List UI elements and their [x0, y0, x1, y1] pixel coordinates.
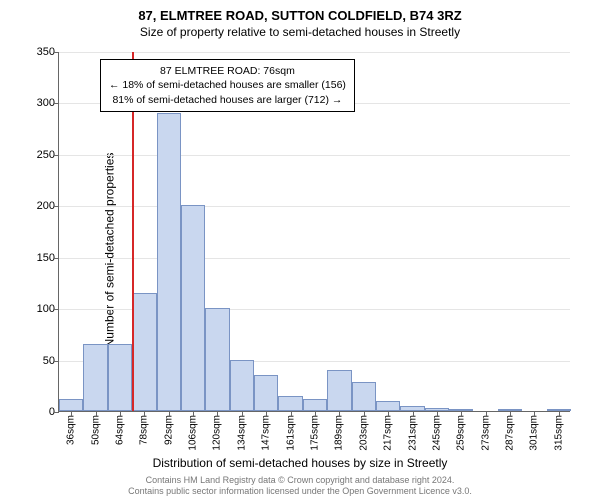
- histogram-bar: [303, 399, 327, 411]
- x-tick-label: 92sqm: [163, 415, 174, 445]
- x-tick-label: 259sqm: [456, 415, 467, 451]
- x-tick-label: 231sqm: [407, 415, 418, 451]
- x-tick-mark: [291, 411, 292, 416]
- x-tick-mark: [169, 411, 170, 416]
- page-title: 87, ELMTREE ROAD, SUTTON COLDFIELD, B74 …: [0, 8, 600, 23]
- x-tick-label: 203sqm: [358, 415, 369, 451]
- histogram-bar: [278, 396, 302, 411]
- x-tick-mark: [242, 411, 243, 416]
- gridline: [59, 155, 570, 156]
- histogram-bar: [230, 360, 254, 411]
- footer: Contains HM Land Registry data © Crown c…: [0, 475, 600, 498]
- x-tick-mark: [437, 411, 438, 416]
- x-tick-mark: [71, 411, 72, 416]
- x-tick-mark: [217, 411, 218, 416]
- x-tick-mark: [315, 411, 316, 416]
- y-tick-mark: [54, 52, 59, 53]
- info-box-line-3: 81% of semi-detached houses are larger (…: [109, 93, 346, 107]
- x-tick-label: 50sqm: [90, 415, 101, 445]
- histogram-bar: [327, 370, 351, 411]
- x-tick-mark: [96, 411, 97, 416]
- histogram-bar: [352, 382, 376, 411]
- x-tick-label: 301sqm: [529, 415, 540, 451]
- plot-region: 05010015020025030035036sqm50sqm64sqm78sq…: [58, 52, 570, 412]
- x-tick-label: 287sqm: [505, 415, 516, 451]
- x-tick-label: 245sqm: [431, 415, 442, 451]
- histogram-bar: [205, 308, 229, 411]
- histogram-bar: [181, 205, 205, 411]
- info-box-line-1: 87 ELMTREE ROAD: 76sqm: [109, 64, 346, 78]
- x-tick-mark: [144, 411, 145, 416]
- histogram-bar: [157, 113, 181, 411]
- x-tick-mark: [486, 411, 487, 416]
- histogram-bar: [108, 344, 132, 411]
- x-tick-label: 134sqm: [236, 415, 247, 451]
- x-tick-label: 106sqm: [188, 415, 199, 451]
- footer-line-2: Contains public sector information licen…: [0, 486, 600, 498]
- x-tick-label: 78sqm: [139, 415, 150, 445]
- x-tick-label: 36sqm: [66, 415, 77, 445]
- y-tick-mark: [54, 412, 59, 413]
- y-tick-mark: [54, 155, 59, 156]
- x-tick-mark: [193, 411, 194, 416]
- x-tick-label: 64sqm: [114, 415, 125, 445]
- y-tick-mark: [54, 103, 59, 104]
- x-tick-mark: [120, 411, 121, 416]
- histogram-bar: [59, 399, 83, 411]
- gridline: [59, 52, 570, 53]
- x-tick-label: 147sqm: [261, 415, 272, 451]
- x-tick-label: 315sqm: [553, 415, 564, 451]
- x-tick-mark: [339, 411, 340, 416]
- gridline: [59, 258, 570, 259]
- x-tick-mark: [534, 411, 535, 416]
- x-tick-mark: [510, 411, 511, 416]
- y-tick-mark: [54, 206, 59, 207]
- y-tick-mark: [54, 309, 59, 310]
- footer-line-1: Contains HM Land Registry data © Crown c…: [0, 475, 600, 487]
- histogram-bar: [254, 375, 278, 411]
- x-tick-label: 161sqm: [285, 415, 296, 451]
- x-tick-label: 175sqm: [310, 415, 321, 451]
- x-tick-mark: [461, 411, 462, 416]
- x-axis-label: Distribution of semi-detached houses by …: [0, 456, 600, 470]
- gridline: [59, 206, 570, 207]
- x-tick-mark: [413, 411, 414, 416]
- histogram-bar: [83, 344, 107, 411]
- x-tick-label: 273sqm: [480, 415, 491, 451]
- x-tick-label: 189sqm: [334, 415, 345, 451]
- y-tick-mark: [54, 361, 59, 362]
- x-tick-mark: [559, 411, 560, 416]
- info-box-line-2: ← 18% of semi-detached houses are smalle…: [109, 78, 346, 92]
- histogram-bar: [132, 293, 156, 411]
- page-subtitle: Size of property relative to semi-detach…: [0, 25, 600, 39]
- y-tick-mark: [54, 258, 59, 259]
- x-tick-mark: [388, 411, 389, 416]
- histogram-bar: [376, 401, 400, 411]
- chart-area: 05010015020025030035036sqm50sqm64sqm78sq…: [58, 52, 570, 412]
- x-tick-label: 217sqm: [383, 415, 394, 451]
- x-tick-label: 120sqm: [212, 415, 223, 451]
- info-box: 87 ELMTREE ROAD: 76sqm← 18% of semi-deta…: [100, 59, 355, 112]
- x-tick-mark: [364, 411, 365, 416]
- x-tick-mark: [266, 411, 267, 416]
